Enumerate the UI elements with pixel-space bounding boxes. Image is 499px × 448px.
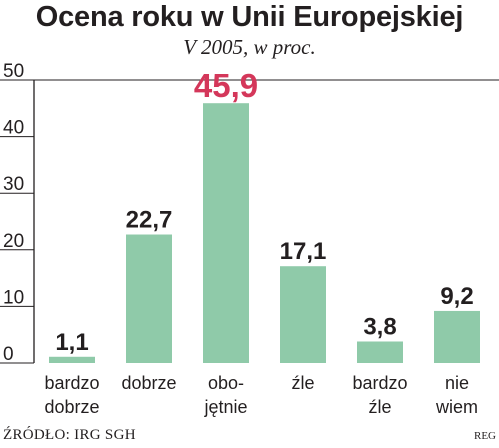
bar-value-label: 17,1	[280, 238, 327, 265]
chart-title: Ocena roku w Unii Europejskiej	[35, 1, 464, 33]
source-note: ŹRÓDŁO: IRG SGH	[3, 427, 136, 443]
bar	[49, 356, 95, 363]
bar-value-label: 1,1	[55, 329, 88, 356]
bar	[126, 234, 172, 363]
bar	[357, 341, 403, 363]
author-credit: REG	[474, 430, 496, 442]
x-tick-label: dobrze	[44, 397, 99, 417]
y-tick-label: 40	[3, 118, 24, 139]
bar	[434, 310, 480, 363]
y-tick-label: 10	[3, 287, 24, 308]
x-tick-label: źle	[368, 397, 391, 417]
chart-subtitle: V 2005, w proc.	[183, 35, 316, 59]
x-tick-label: wiem	[435, 397, 478, 417]
x-tick-label: jętnie	[203, 397, 247, 417]
x-tick-label: źle	[291, 373, 314, 393]
y-tick-label: 20	[3, 231, 24, 252]
x-tick-label: nie	[445, 373, 469, 393]
bar-value-label: 3,8	[363, 313, 396, 340]
bar-value-label: 45,9	[194, 67, 258, 104]
bar	[280, 266, 326, 363]
x-tick-label: bardzo	[352, 373, 407, 393]
bar	[203, 103, 249, 364]
y-tick-label: 0	[3, 344, 14, 365]
x-tick-label: dobrze	[121, 373, 176, 393]
y-tick-label: 50	[3, 61, 24, 82]
bar-value-label: 9,2	[440, 283, 473, 310]
x-tick-label: bardzo	[44, 373, 99, 393]
y-tick-label: 30	[3, 174, 24, 195]
x-tick-label: obo-	[208, 373, 244, 393]
bar-value-label: 22,7	[126, 207, 173, 234]
